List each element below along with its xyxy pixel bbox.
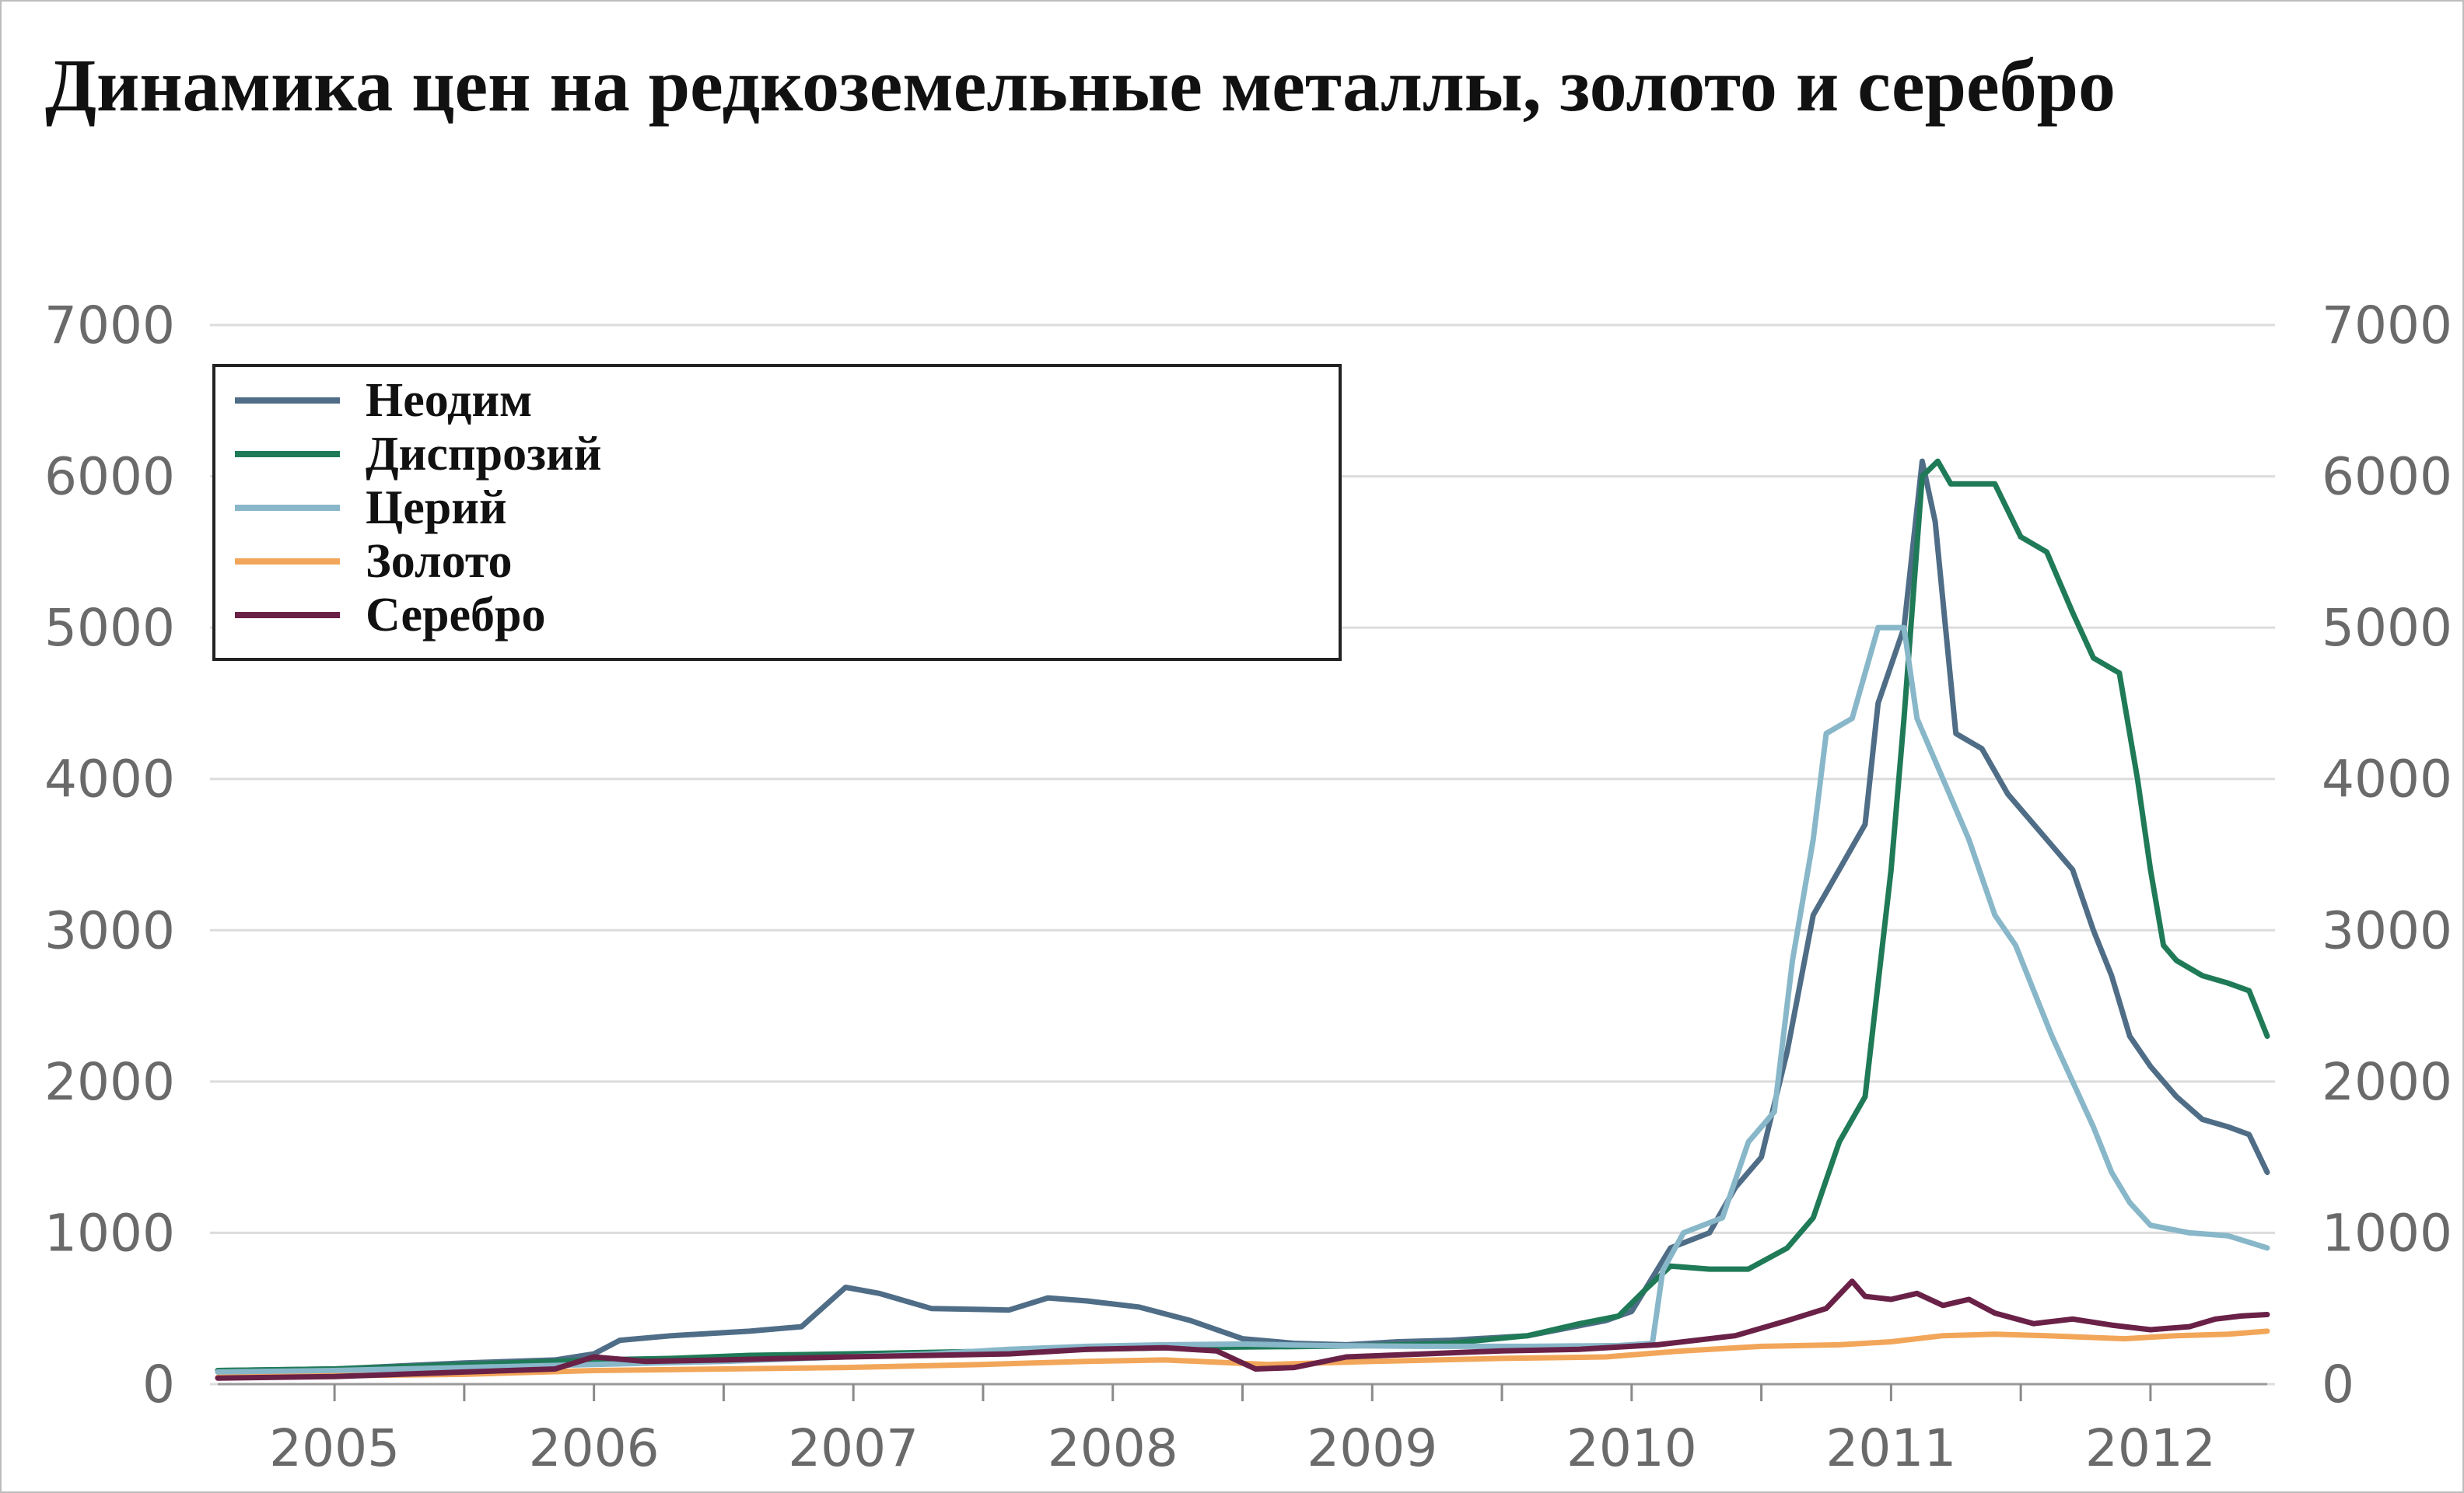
- y-tick-label-right: 3000: [2322, 900, 2452, 960]
- x-tick-label: 2009: [1307, 1418, 1437, 1478]
- x-tick-label: 2007: [788, 1418, 919, 1478]
- y-tick-label-right: 7000: [2322, 295, 2452, 355]
- y-tick-label-right: 1000: [2322, 1203, 2452, 1263]
- legend-label: Неодим: [366, 374, 532, 427]
- y-tick-label-left: 6000: [44, 447, 175, 507]
- x-tick-label: 2008: [1048, 1418, 1178, 1478]
- x-tick-label: 2011: [1825, 1418, 1956, 1478]
- y-tick-label-left: 2000: [44, 1052, 175, 1112]
- x-tick-label: 2010: [1566, 1418, 1697, 1478]
- y-tick-label-right: 0: [2322, 1355, 2354, 1414]
- y-tick-label-left: 4000: [44, 750, 175, 809]
- series-line-4: [215, 1328, 2270, 1380]
- y-tick-label-right: 5000: [2322, 598, 2452, 658]
- series-line-5: [215, 1278, 2270, 1381]
- y-tick-label-right: 6000: [2322, 447, 2452, 507]
- x-tick-label: 2012: [2085, 1418, 2216, 1478]
- legend-label: Церий: [366, 481, 507, 534]
- legend-label: Диспрозий: [366, 428, 601, 481]
- legend-box: [212, 364, 1342, 661]
- x-tick-label: 2006: [529, 1418, 660, 1478]
- y-tick-label-left: 1000: [44, 1203, 175, 1263]
- y-tick-label-right: 4000: [2322, 750, 2452, 809]
- chart-title: Динамика цен на редкоземельные металлы, …: [45, 44, 2116, 127]
- series-line-1: [215, 458, 2270, 1373]
- legend-label: Серебро: [366, 589, 546, 642]
- y-tick-label-left: 7000: [44, 295, 175, 355]
- series-line-3: [215, 624, 2270, 1375]
- y-tick-label-right: 2000: [2322, 1052, 2452, 1112]
- y-tick-label-left: 5000: [44, 598, 175, 658]
- legend-label: Золото: [366, 535, 513, 588]
- y-tick-label-left: 0: [142, 1355, 175, 1414]
- x-tick-label: 2005: [269, 1418, 400, 1478]
- y-tick-label-left: 3000: [44, 900, 175, 960]
